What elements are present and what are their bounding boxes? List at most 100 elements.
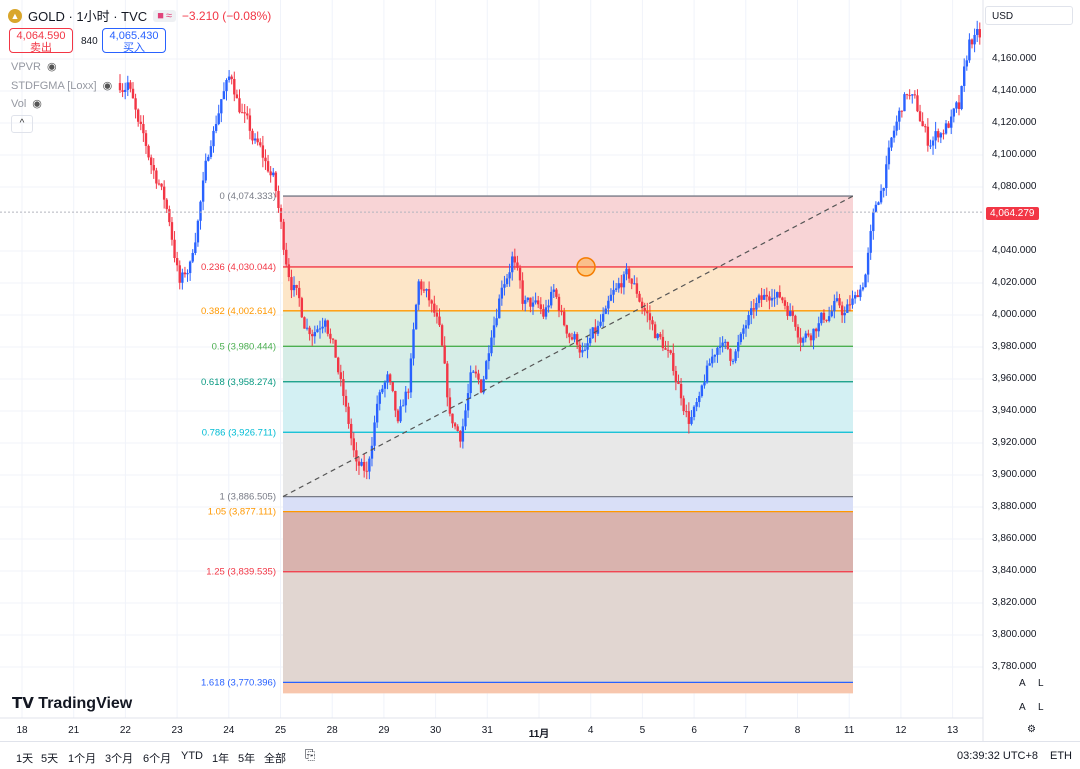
candle-body	[840, 305, 844, 316]
tradingview-logo: 𝗧𝗩 TradingView	[12, 694, 132, 713]
candle-body	[664, 348, 667, 350]
candle-body	[952, 108, 956, 117]
candle-body	[329, 333, 332, 339]
time-tick-label: 11	[843, 725, 855, 736]
log-scale-button-2[interactable]: L	[1038, 702, 1044, 713]
candle-body	[677, 382, 680, 385]
candle-body	[251, 130, 254, 141]
candle-body	[622, 274, 626, 288]
candle-body	[630, 278, 633, 284]
candle-body	[412, 329, 415, 359]
timeframe-5d[interactable]: 5天	[41, 753, 59, 765]
candle-body	[560, 311, 563, 313]
log-scale-button[interactable]: L	[1038, 678, 1044, 689]
symbol-title[interactable]: GOLD · 1小时 · TVC	[28, 9, 148, 24]
candle-body	[716, 347, 719, 355]
fib-anchor-handle[interactable]	[576, 257, 596, 277]
auto-scale-button[interactable]: A	[1019, 678, 1026, 689]
candle-body	[355, 450, 358, 462]
indicator-stdfgma[interactable]: STDFGMA [Loxx] ◉	[11, 79, 113, 93]
time-tick-label: 30	[430, 725, 442, 736]
candle-body	[877, 202, 880, 205]
sell-button[interactable]: 4,064.590 卖出	[9, 28, 73, 54]
indicator-vol[interactable]: Vol ◉	[11, 97, 42, 111]
candle-body	[646, 311, 649, 314]
fibonacci-retracement[interactable]: 0 (4,074.333) 0.236 (4,030.044) 0.382 (4,0…	[201, 191, 853, 694]
candle-body	[381, 388, 384, 393]
candle-body	[929, 145, 932, 147]
tv-icon: 𝗧𝗩	[12, 695, 34, 712]
candle-body	[373, 422, 376, 446]
candle-body	[162, 186, 166, 200]
candle-body	[409, 358, 413, 393]
candle-body	[866, 252, 870, 275]
time-tick-label: 13	[947, 725, 959, 736]
eye-icon[interactable]: ◉	[32, 98, 42, 110]
timeframe-3m[interactable]: 3个月	[105, 753, 134, 765]
candle-body	[879, 190, 883, 203]
candle-body	[404, 391, 407, 406]
date-range-icon[interactable]: ⎘	[305, 747, 316, 762]
candle-body	[812, 328, 815, 341]
candle-body	[352, 438, 355, 451]
candle-body	[513, 256, 517, 263]
price-tick-label: 3,940.000	[992, 405, 1037, 416]
candle-body	[939, 133, 943, 138]
candle-body	[461, 426, 465, 442]
price-change: −3.210 (−0.08%)	[181, 8, 272, 23]
candle-body	[799, 337, 802, 343]
indicator-label: VPVR	[11, 60, 41, 73]
time-tick-label: 18	[16, 725, 28, 736]
candle-body	[856, 295, 859, 298]
candle-body	[609, 294, 613, 301]
price-tick-label: 4,000.000	[992, 309, 1037, 320]
timeframe-1m[interactable]: 1个月	[68, 753, 97, 765]
eye-icon[interactable]: ◉	[102, 80, 113, 92]
price-tick-label: 3,820.000	[992, 597, 1037, 608]
candle-body	[890, 137, 893, 148]
candle-body	[937, 131, 940, 138]
candle-body	[744, 325, 748, 329]
candle-body	[136, 109, 140, 122]
chart-tag: ■ ≈	[153, 9, 176, 22]
collapse-indicators-button[interactable]: ^	[11, 115, 33, 133]
candle-body	[737, 342, 740, 352]
timeframe-all[interactable]: 全部	[264, 753, 286, 765]
timeframe-ytd[interactable]: YTD	[181, 750, 203, 762]
candle-body	[370, 445, 374, 459]
candle-body	[324, 320, 327, 327]
candle-body	[747, 315, 750, 326]
candle-body	[243, 112, 246, 114]
session-toggle[interactable]: ETH	[1050, 750, 1072, 762]
symbol-header[interactable]: ▲ GOLD · 1小时 · TVC ■ ≈ −3.210 (−0.08%)	[8, 6, 271, 25]
clock[interactable]: 03:39:32 UTC+8	[957, 750, 1039, 762]
timeframe-1y[interactable]: 1年	[212, 753, 230, 765]
buy-price: 4,065.430	[109, 30, 159, 42]
time-tick-label: 31	[481, 725, 493, 736]
eye-icon[interactable]: ◉	[46, 61, 57, 73]
timeframe-6m[interactable]: 6个月	[143, 753, 172, 765]
candle-body	[872, 212, 875, 232]
currency-selector[interactable]: USD	[985, 6, 1073, 25]
candle-body	[464, 410, 467, 427]
candle-body	[435, 312, 439, 317]
timeframe-5y[interactable]: 5年	[238, 753, 256, 765]
buy-button[interactable]: 4,065.430 买入	[102, 28, 166, 54]
settings-icon[interactable]: ⚙	[1027, 724, 1036, 735]
price-tick-label: 4,040.000	[992, 245, 1037, 256]
auto-scale-button-2[interactable]: A	[1019, 702, 1026, 713]
candle-body	[298, 287, 301, 299]
candle-body	[526, 297, 530, 301]
candle-body	[859, 289, 862, 298]
candle-body	[451, 413, 454, 424]
candle-body	[768, 296, 771, 301]
candle-body	[570, 337, 574, 340]
candle-body	[144, 133, 148, 146]
candle-body	[238, 98, 241, 113]
candle-body	[360, 461, 363, 466]
candle-body	[612, 289, 615, 295]
timeframe-1d[interactable]: 1天	[16, 753, 34, 765]
candle-body	[864, 274, 867, 288]
indicator-vpvr[interactable]: VPVR ◉	[11, 60, 57, 74]
